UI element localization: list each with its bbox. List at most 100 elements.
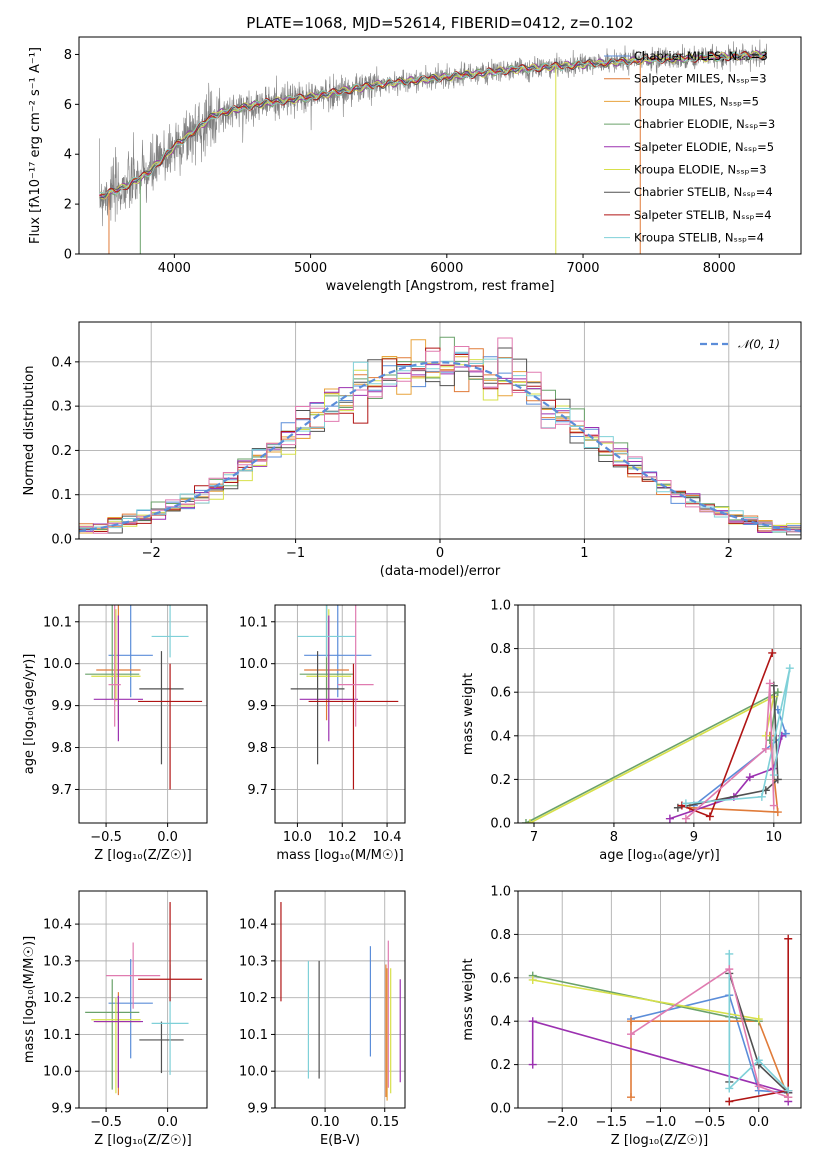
y-tick-label: 10.0 (239, 657, 268, 672)
weight-line (532, 974, 759, 1022)
weight-marker (627, 1017, 636, 1026)
y-tick-label: 0.3 (51, 400, 72, 415)
weight-marker (773, 688, 782, 697)
y-tick-label: 9.8 (247, 741, 268, 756)
plot-area (85, 605, 203, 790)
x-tick-label: 10.4 (373, 830, 402, 845)
weight-marker (757, 792, 766, 801)
plot-area (528, 934, 793, 1106)
plot-frame (78, 890, 208, 1109)
y-tick-label: 10.1 (239, 1028, 268, 1043)
legend-label: Kroupa STELIB, Nₛₛₚ=4 (634, 231, 764, 245)
y-tick-label: 0.0 (490, 1102, 511, 1117)
x-tick-label: 6000 (430, 261, 463, 276)
y-axis-label: mass weight (461, 673, 476, 755)
y-tick-label: 10.0 (43, 1065, 72, 1080)
weight-marker (754, 1015, 763, 1024)
x-axis-label: wavelength [Angstrom, rest frame] (326, 279, 555, 294)
y-tick-label: 9.9 (51, 1102, 72, 1117)
weight-marker (525, 819, 534, 823)
legend-label: Chabrier ELODIE, Nₛₛₚ=3 (634, 117, 775, 131)
weight-marker (754, 1056, 763, 1065)
y-tick-label: 0.2 (490, 1058, 511, 1073)
weight-marker (528, 975, 537, 984)
plot-area (99, 39, 768, 254)
weight-marker (681, 799, 690, 808)
x-tick-label: 10 (766, 830, 783, 845)
y-tick-label: 1.0 (490, 885, 511, 900)
spectrum-legend: Chabrier MILES, Nₛₛₚ=3 Salpeter MILES, Nₛ… (604, 49, 775, 245)
y-tick-label: 2 (64, 198, 72, 213)
legend-label: Salpeter STELIB, Nₛₛₚ=4 (634, 208, 772, 222)
weight-marker (528, 1017, 537, 1026)
y-tick-label: 10.0 (43, 657, 72, 672)
y-axis-label: Flux [fλ10⁻¹⁷ erg cm⁻² s⁻¹ A⁻¹] (28, 47, 43, 244)
y-tick-label: 0.8 (490, 642, 511, 657)
plot-area (280, 902, 401, 1101)
weight-marker (784, 1093, 793, 1102)
plot-frame (274, 890, 406, 1109)
y-tick-label: 0.1 (51, 488, 72, 503)
x-tick-label: 0.10 (311, 1115, 340, 1130)
x-tick-label: 10.2 (328, 830, 357, 845)
x-axis-label: mass [log₁₀(M/M☉)] (276, 848, 403, 863)
y-tick-label: 9.8 (51, 741, 72, 756)
y-tick-label: 0.4 (490, 729, 511, 744)
plot-frame (78, 604, 208, 824)
y-axis-label: mass weight (461, 958, 476, 1040)
plot-frame (517, 604, 802, 824)
y-tick-label: 0.0 (490, 817, 511, 832)
weight-marker (773, 775, 782, 784)
y-tick-label: 9.9 (247, 699, 268, 714)
legend-label: Kroupa ELODIE, Nₛₛₚ=3 (634, 163, 767, 177)
x-axis-label: Z [log₁₀(Z/Z☉)] (94, 848, 191, 863)
x-tick-label: −1.0 (645, 1115, 677, 1130)
y-tick-label: 10.1 (239, 615, 268, 630)
x-tick-label: 2 (725, 546, 733, 561)
x-tick-label: −2.0 (546, 1115, 578, 1130)
plot-area (290, 605, 399, 790)
y-tick-label: 4 (64, 148, 72, 163)
weight-marker (768, 648, 777, 657)
y-tick-label: 0.2 (490, 773, 511, 788)
x-tick-label: 5000 (294, 261, 327, 276)
y-tick-label: 0.4 (51, 355, 72, 370)
weight-marker (627, 1093, 636, 1102)
weight-vs-metallicity-panel: −2.0 −1.5 −1.0 −0.5 0.0 0.0 0.2 0.4 0.6 0.8 1.0 Z [… (461, 885, 802, 1148)
y-axis-label: Normed distribution (22, 366, 37, 496)
y-tick-label: 9.7 (51, 783, 72, 798)
legend-label: Salpeter MILES, Nₛₛₚ=3 (634, 72, 767, 86)
legend-label: Chabrier MILES, Nₛₛₚ=3 (634, 49, 768, 63)
y-tick-label: 0.4 (490, 1015, 511, 1030)
y-tick-label: 0.6 (490, 686, 511, 701)
mass-vs-extinction-panel: 0.10 0.15 9.9 10.0 10.1 10.2 10.3 10.4 E(B-V) (239, 890, 406, 1148)
weight-marker (665, 814, 674, 823)
plot-frame (78, 36, 802, 255)
x-tick-label: −1 (286, 546, 305, 561)
normal-curve-line (79, 361, 801, 533)
x-tick-label: −1.5 (596, 1115, 628, 1130)
weight-marker (725, 965, 734, 974)
plot-frame (517, 890, 802, 1109)
weight-marker (785, 664, 794, 673)
weight-line (529, 695, 775, 823)
y-tick-label: 1.0 (490, 599, 511, 614)
x-tick-label: 1 (580, 546, 588, 561)
x-tick-label: 10.0 (283, 830, 312, 845)
model-fit-line (99, 51, 767, 197)
x-tick-label: −0.5 (694, 1115, 726, 1130)
weight-marker (765, 736, 774, 745)
y-tick-label: 10.4 (239, 918, 268, 933)
y-tick-label: 0.0 (51, 533, 72, 548)
plot-frame (274, 604, 406, 824)
x-tick-label: 8 (610, 830, 618, 845)
spectrum-panel: 4000 5000 6000 7000 8000 0 2 4 6 8 wavelength [Ang… (28, 36, 802, 294)
weight-marker (627, 1030, 636, 1039)
x-tick-label: 0 (436, 546, 444, 561)
weight-line (685, 668, 791, 805)
weight-marker (784, 934, 793, 943)
y-tick-label: 9.9 (51, 699, 72, 714)
y-tick-label: 10.1 (43, 1028, 72, 1043)
x-tick-label: 0.0 (748, 1115, 769, 1130)
x-tick-label: −0.5 (90, 1115, 122, 1130)
